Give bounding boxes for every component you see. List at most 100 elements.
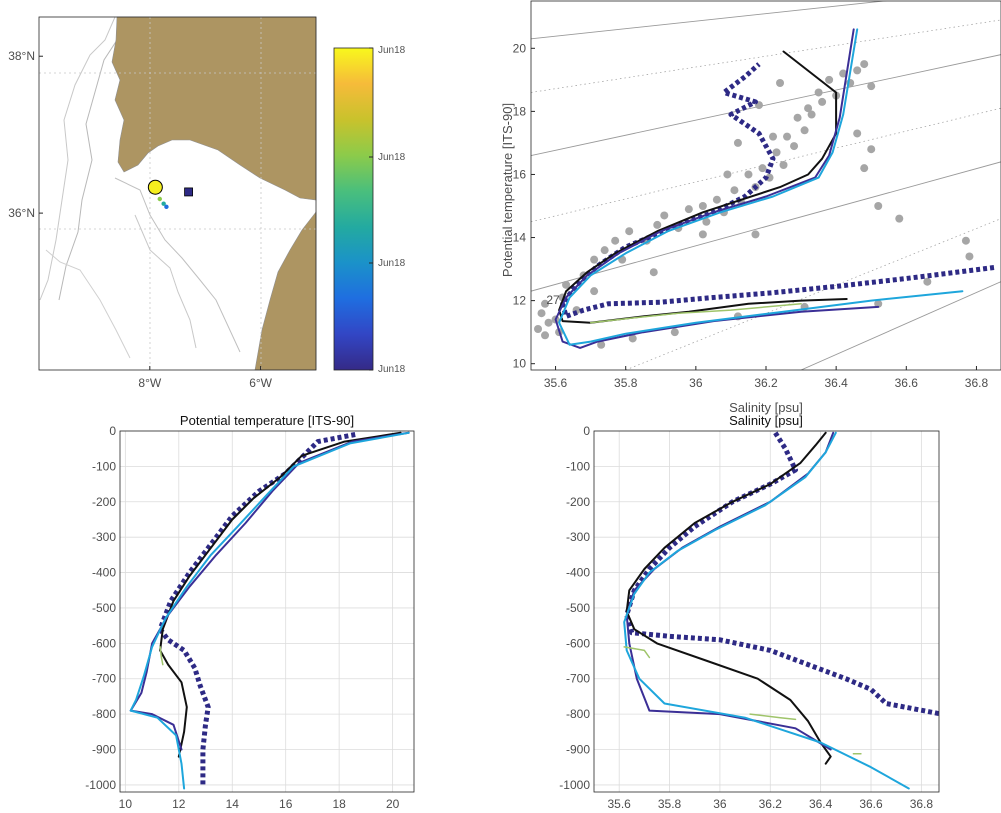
ts-observation-point-22 <box>698 202 707 210</box>
ts-ytick-label-3: 16 <box>513 167 527 181</box>
temp-ytick-label-5: -500 <box>92 601 116 615</box>
ts-observation-point-47 <box>860 60 869 69</box>
ts-ytick-label-5: 20 <box>513 41 527 55</box>
ts-observation-point-36 <box>793 113 802 122</box>
sigma-isoline-6 <box>800 281 1001 370</box>
bathymetry-contour <box>114 177 241 353</box>
temp-xtick-label-0: 10 <box>119 797 133 811</box>
ts-observation-point-49 <box>853 129 862 138</box>
sigma-isoline-0 <box>531 1 888 40</box>
ts-observation-point-57 <box>874 202 883 210</box>
sal-axes-box <box>593 430 940 793</box>
ts-observation-point-13 <box>600 246 609 255</box>
map-ticks: 8°W 6°W 38°N 36°N <box>8 49 272 390</box>
colorbar: Jun18 Jun18 Jun18 Jun18 <box>333 45 406 375</box>
ts-observation-point-4 <box>541 299 550 308</box>
ts-observation-point-64 <box>670 328 679 337</box>
temp-ytick-label-9: -900 <box>92 743 116 757</box>
marker-start <box>147 179 163 195</box>
sal-series-line-5 <box>749 713 797 721</box>
sal-xtick-label-6: 36.8 <box>910 797 934 811</box>
ts-observation-point-11 <box>590 287 599 296</box>
sal-ytick-label-9: -900 <box>566 743 590 757</box>
ts-observation-point-52 <box>769 132 778 141</box>
temp-ticks: 10 12 14 16 18 20 0 -100 -200 -300 -400 -500 -600 -70… <box>85 424 399 811</box>
temp-panel: 10 12 14 16 18 20 0 -100 -200 -300 -400 -500 -600 -70… <box>85 413 415 811</box>
ts-ytick-label-0: 10 <box>513 357 527 371</box>
marker-end <box>184 187 193 197</box>
ts-observation-point-54 <box>723 170 732 179</box>
sal-xtick-label-3: 36.2 <box>759 797 783 811</box>
ts-xtick-label-4: 36.4 <box>824 376 848 390</box>
sal-ytick-label-0: 0 <box>583 424 590 438</box>
ts-series-line-1 <box>558 50 848 324</box>
sal-ytick-label-6: -600 <box>566 636 590 650</box>
temp-series-line-1 <box>159 431 402 758</box>
ts-observation-point-30 <box>758 164 767 173</box>
temp-series-line-4 <box>159 646 164 666</box>
map-xtick-label-1: 6°W <box>249 376 272 390</box>
sigma-isolines <box>531 1 1001 370</box>
ts-observation-point-41 <box>818 97 827 106</box>
sal-ytick-label-1: -100 <box>566 459 590 473</box>
temp-ytick-label-10: -1000 <box>85 778 116 792</box>
map-marks <box>147 179 193 210</box>
bathymetry-contour <box>39 16 116 301</box>
ts-observation-point-3 <box>544 318 553 327</box>
ts-observation-point-12 <box>590 255 599 264</box>
sigma-isoline-3 <box>531 107 1001 223</box>
ts-xtick-label-2: 36 <box>689 376 703 390</box>
sigma-isoline-4 <box>531 161 1001 292</box>
ts-panel: 35.6 35.8 36 36.2 36.4 36.6 36.8 10 12 14 16 18 20 2… <box>500 0 1001 415</box>
ts-observation-point-42 <box>825 75 834 84</box>
sal-xtick-label-2: 36 <box>713 797 727 811</box>
sal-xtick-label-4: 36.4 <box>809 797 833 811</box>
ts-observation-point-59 <box>751 230 760 239</box>
ts-ytick-label-2: 14 <box>513 231 527 245</box>
map-xtick-label-0: 8°W <box>138 376 161 390</box>
ts-ticks: 35.6 35.8 36 36.2 36.4 36.6 36.8 10 12 14 16 18 20 <box>513 41 989 390</box>
ts-observation-point-18 <box>653 220 662 229</box>
temp-xtick-label-3: 16 <box>279 797 293 811</box>
temp-ytick-label-7: -700 <box>92 672 116 686</box>
temp-ytick-label-8: -800 <box>92 707 116 721</box>
sigma-isoline-5 <box>625 218 1001 370</box>
ts-observation-point-19 <box>660 211 669 220</box>
ts-observation-point-53 <box>733 138 742 147</box>
ts-series <box>554 28 995 349</box>
colorbar-tick-label-1: Jun18 <box>378 152 406 163</box>
sal-xtick-label-1: 35.8 <box>658 797 682 811</box>
sal-series-line-3 <box>623 431 910 790</box>
sal-xtick-label-0: 35.6 <box>608 797 632 811</box>
map-drawing <box>39 16 317 371</box>
ts-observation-point-24 <box>712 195 721 204</box>
sal-ytick-label-4: -400 <box>566 566 590 580</box>
ts-xtick-label-1: 35.8 <box>614 376 638 390</box>
ts-observation-point-50 <box>860 164 869 173</box>
colorbar-tick-label-2: Jun18 <box>378 258 406 269</box>
sigma-isoline-1 <box>531 19 1001 93</box>
sal-ytick-label-3: -300 <box>566 530 590 544</box>
temp-title: Potential temperature [ITS-90] <box>180 413 354 428</box>
sal-ytick-label-10: -1000 <box>559 778 590 792</box>
ts-observation-point-35 <box>790 142 799 151</box>
track-point-1 <box>161 201 166 206</box>
map-panel: 8°W 6°W 38°N 36°N Jun18 Jun18 Jun18 Jun18 <box>8 16 406 390</box>
sal-series <box>623 431 939 790</box>
ts-series-line-4 <box>589 303 802 324</box>
sal-ytick-label-5: -500 <box>566 601 590 615</box>
temp-grid <box>120 430 414 792</box>
sal-series-line-4 <box>623 646 651 659</box>
ts-ylabel: Potential temperature [ITS-90] <box>500 103 515 277</box>
ts-observation-point-37 <box>800 126 809 135</box>
ts-observation-point-48 <box>867 82 876 91</box>
ts-observation-point-33 <box>779 161 788 169</box>
ts-observation-point-39 <box>807 110 816 119</box>
ts-observation-point-31 <box>765 173 774 182</box>
ts-observation-point-2 <box>541 331 550 340</box>
sal-ytick-label-8: -800 <box>566 707 590 721</box>
colorbar-ramp <box>333 47 374 371</box>
ts-xlabel: Salinity [psu] <box>729 400 803 415</box>
sal-ytick-label-2: -200 <box>566 495 590 509</box>
